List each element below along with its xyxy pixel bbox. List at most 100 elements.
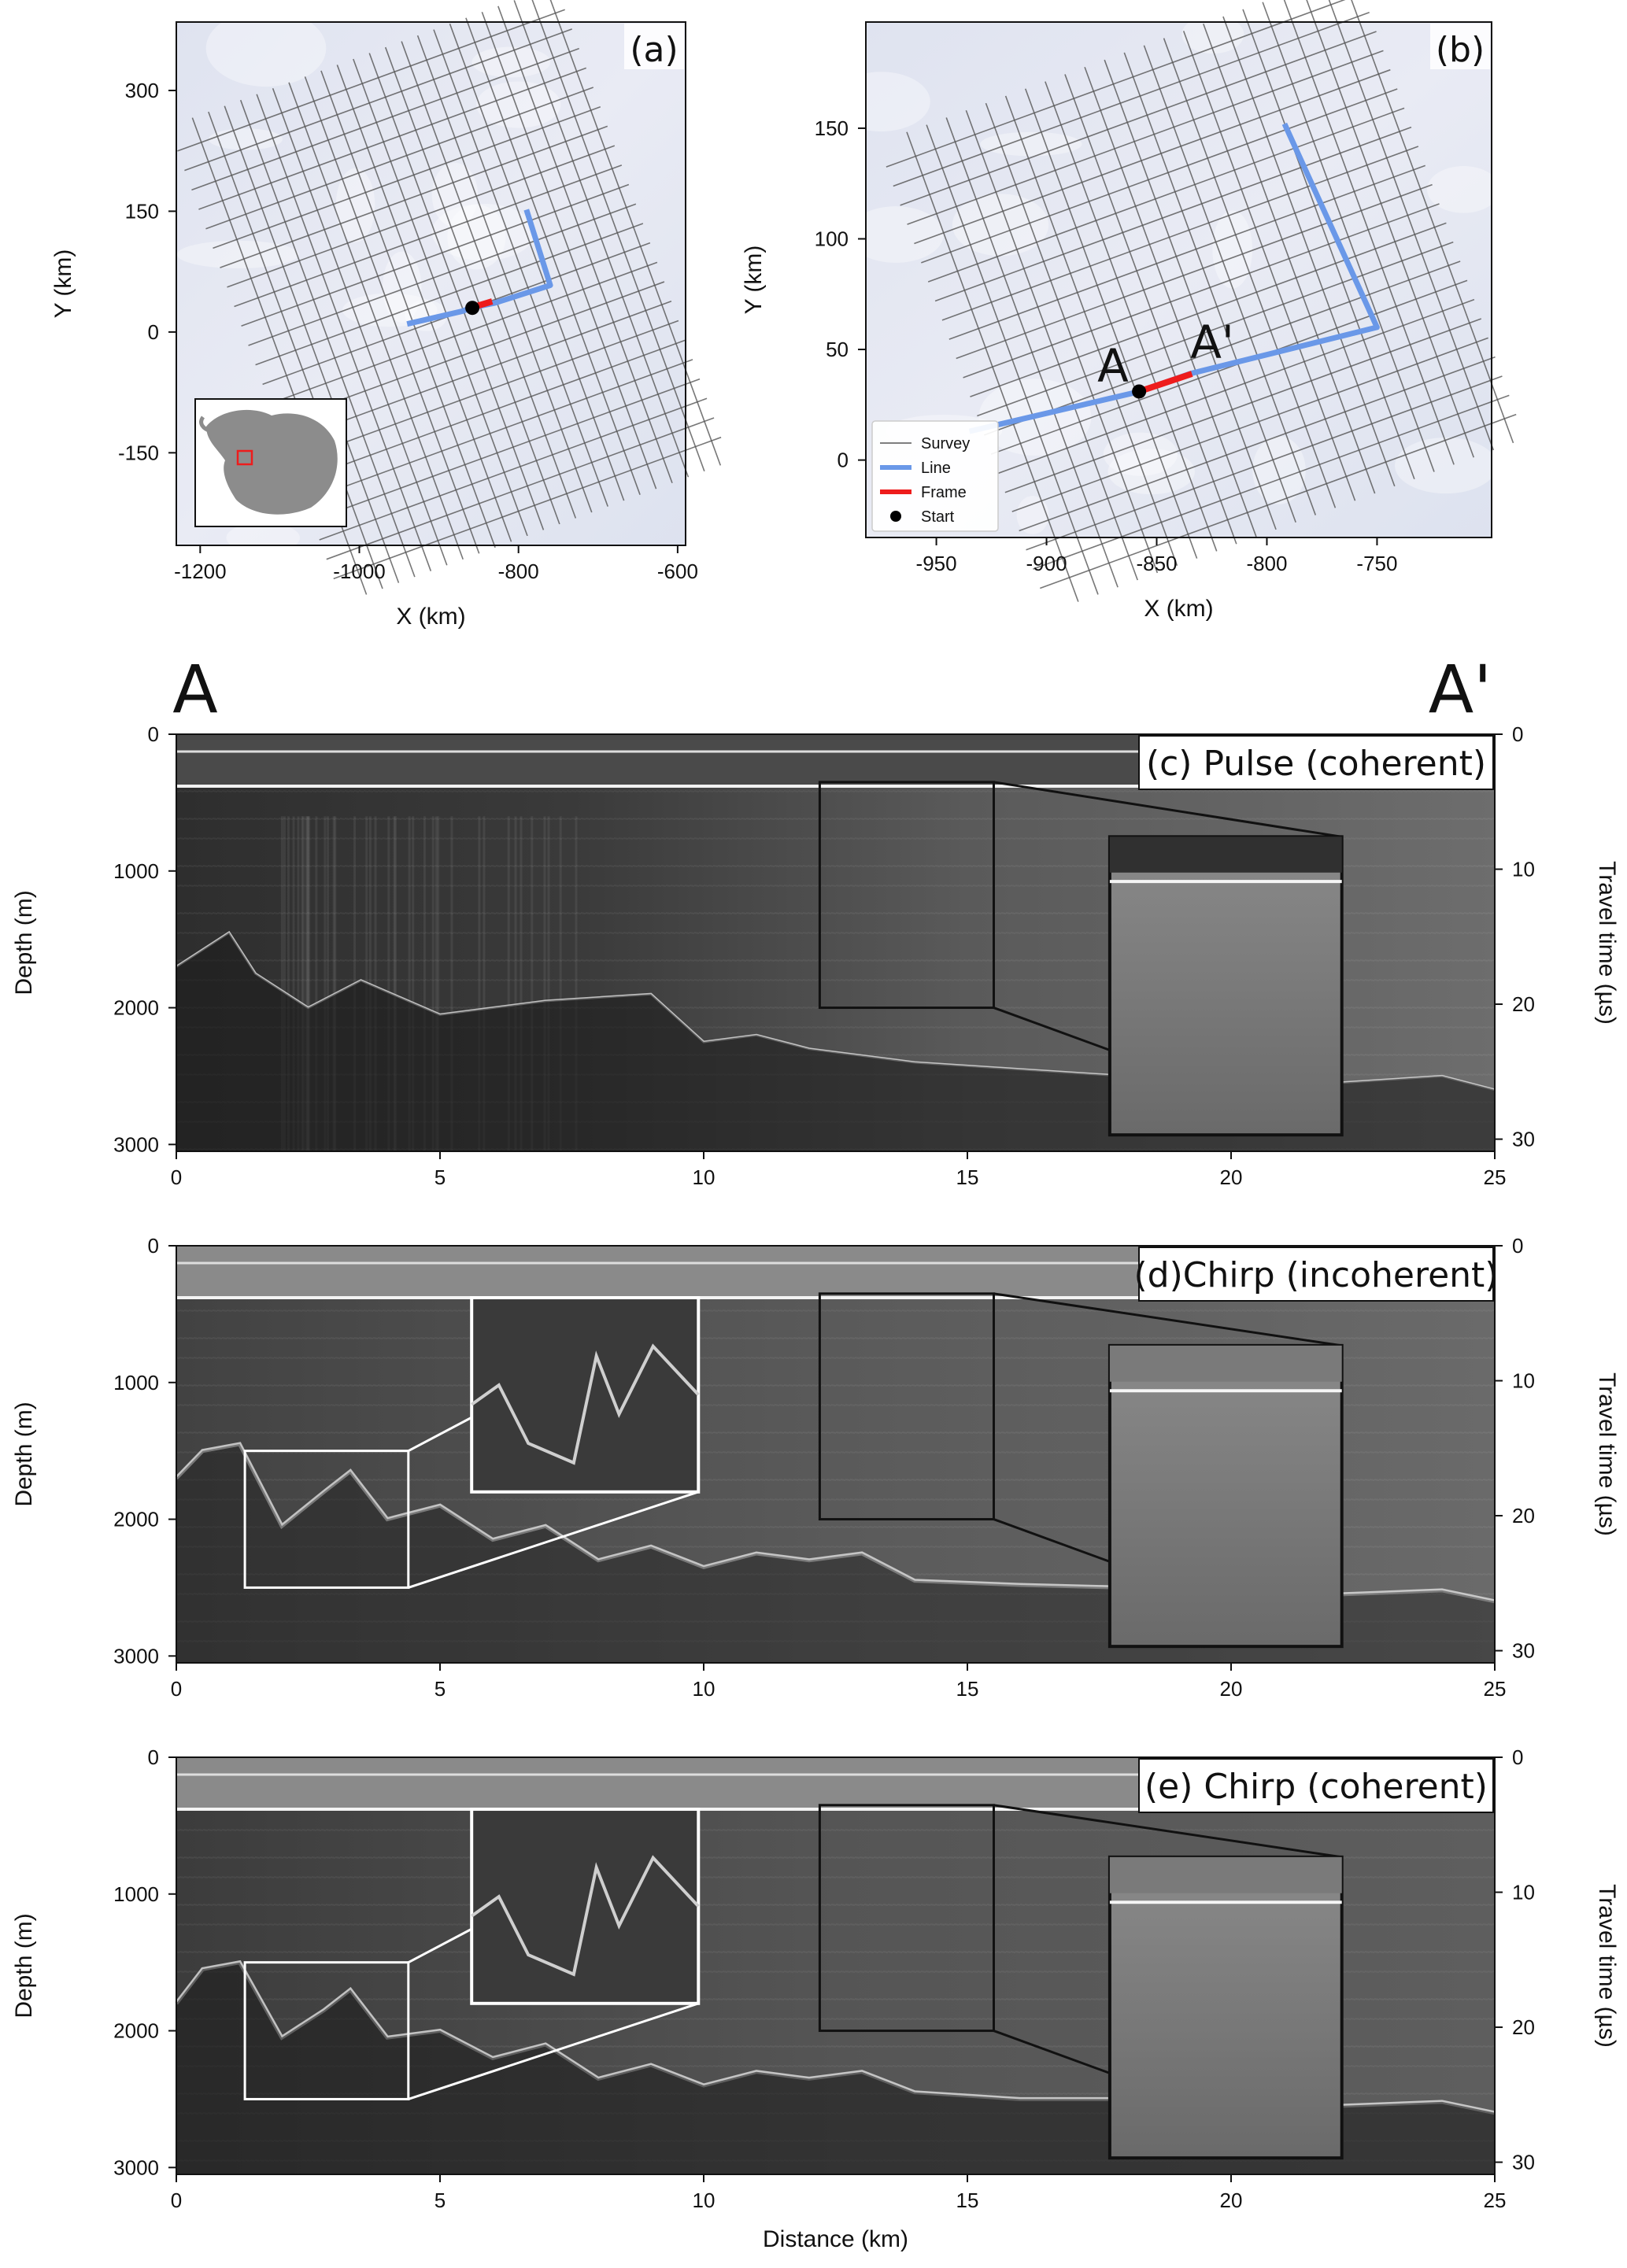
y-tick-label: 300 [125, 79, 159, 102]
x-tick-label: -750 [1356, 552, 1397, 575]
y-tick-label: 2000 [113, 996, 159, 1020]
y2-tick-label: 10 [1512, 858, 1535, 881]
x-axis-label: Distance (km) [763, 2226, 908, 2252]
y2-axis-label: Travel time (µs) [1594, 1884, 1620, 2048]
survey-line [333, 436, 722, 580]
map-frame [865, 21, 1492, 538]
x-tick-label: 15 [956, 1165, 979, 1189]
x-tick-label: 15 [956, 1677, 979, 1701]
survey-line [319, 397, 708, 541]
survey-line [191, 47, 579, 191]
ice-texture [1016, 496, 1049, 534]
survey-line [198, 67, 587, 210]
ice-texture [176, 240, 299, 268]
survey-line [248, 203, 637, 346]
zoom-connector [408, 1490, 699, 1589]
survey-line [1026, 375, 1503, 551]
y2-tick-label: 20 [1512, 1504, 1535, 1527]
panel-title: (c) Pulse (coherent) [1146, 744, 1486, 784]
survey-line [948, 164, 1426, 340]
survey-line [893, 11, 1370, 187]
inset-bed-reflector [471, 1343, 700, 1465]
y-tick-label: 3000 [113, 1132, 159, 1156]
x-tick-label: 10 [693, 1677, 716, 1701]
section-start-label: A [172, 651, 217, 728]
survey-line [213, 105, 601, 249]
panel-label: (a) [630, 30, 678, 70]
zoom-inset [1107, 835, 1344, 1137]
ice-texture [447, 204, 506, 270]
ice-texture [208, 128, 283, 150]
zoom-connector [993, 1804, 1342, 1859]
y-axis-label: Depth (m) [11, 1402, 37, 1506]
inset-location-box [236, 449, 253, 466]
zoom-inset [1107, 1855, 1344, 2160]
panel-title-box [1138, 1758, 1494, 1813]
zoom-inset [470, 1808, 701, 2005]
survey-line [290, 320, 679, 463]
inset-air-band [1109, 1345, 1342, 1382]
frame-segment [1137, 371, 1193, 395]
y2-tick-label: 30 [1512, 1639, 1535, 1663]
legend-start-label: Start [921, 508, 955, 526]
x-tick-label: 25 [1484, 1677, 1507, 1701]
panel-label-bg [1430, 24, 1490, 69]
survey-line [997, 298, 1475, 475]
survey-line [990, 279, 1468, 455]
survey-line [177, 9, 565, 152]
survey-line [220, 125, 608, 268]
y-tick-label: 1000 [113, 1371, 159, 1394]
ice-texture [431, 162, 479, 227]
y2-tick-label: 10 [1512, 1369, 1535, 1393]
x-tick-label: 5 [434, 2189, 446, 2212]
survey-line [1033, 394, 1510, 570]
panel-title-box [1138, 1247, 1494, 1302]
x-tick-label: 25 [1484, 2189, 1507, 2212]
x-tick-label: 0 [171, 1165, 182, 1189]
zoom-inset [470, 1296, 701, 1494]
annotation-A-prime: A' [1190, 316, 1234, 369]
antarctica-shape [206, 409, 338, 515]
x-tick-label: -800 [1246, 552, 1287, 575]
x-tick-label: 5 [434, 1165, 446, 1189]
survey-line [1011, 337, 1488, 512]
survey-line [956, 183, 1433, 360]
survey-line [298, 339, 686, 482]
y-tick-label: 3000 [113, 1644, 159, 1668]
survey-line [326, 417, 715, 560]
radargram-frame [176, 1245, 1496, 1664]
survey-line [269, 261, 658, 404]
y-tick-label: 0 [838, 449, 849, 472]
survey-line [907, 50, 1384, 225]
y-tick-label: 50 [826, 338, 849, 361]
x-axis-label: X (km) [396, 604, 465, 630]
y-tick-label: 150 [125, 199, 159, 223]
legend-survey-label: Survey [921, 435, 970, 452]
section-end-label: A' [1429, 651, 1492, 728]
survey-line [234, 164, 623, 308]
y-tick-label: 0 [148, 320, 159, 344]
y2-tick-label: 20 [1512, 2015, 1535, 2039]
ice-texture [848, 206, 944, 263]
y-tick-label: 3000 [113, 2155, 159, 2179]
x-tick-label: 25 [1484, 1165, 1507, 1189]
map-frame [176, 21, 686, 546]
survey-line [283, 301, 672, 444]
survey-line [900, 31, 1377, 206]
radargram-panel: 0 5 10 15 20 25 0 1000 2000 3000 0 10 20 30 Depth (m) T… [11, 1234, 1620, 1701]
x-tick-label: -850 [1136, 552, 1177, 575]
y-axis-label: Y (km) [741, 246, 767, 315]
panel-title-box [1138, 735, 1494, 790]
ice-texture [1427, 166, 1500, 213]
legend-start-marker [890, 511, 901, 522]
zoom-box [243, 1961, 410, 2100]
survey-line [983, 260, 1461, 436]
y-tick-label: 0 [148, 1234, 159, 1258]
y2-tick-label: 0 [1512, 1234, 1523, 1258]
y-tick-label: 1000 [113, 1882, 159, 1906]
legend-line-label: Line [921, 460, 951, 477]
radargram-frame [176, 733, 1496, 1152]
y-tick-label: 0 [148, 722, 159, 746]
survey-line [255, 223, 644, 366]
